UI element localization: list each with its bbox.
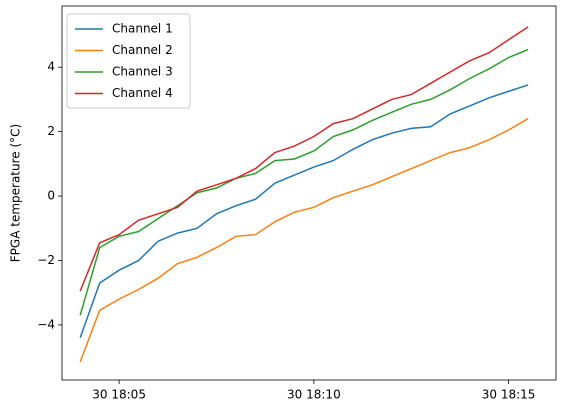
- series-line: [79, 26, 529, 292]
- y-tick-label: −2: [37, 253, 55, 267]
- legend-label: Channel 2: [112, 43, 173, 57]
- legend-label: Channel 4: [112, 86, 173, 100]
- y-tick-label: 2: [47, 124, 55, 138]
- legend-box: [66, 13, 191, 109]
- x-tick-label: 30 18:05: [92, 388, 146, 402]
- series-line: [79, 118, 529, 363]
- y-tick-label: 0: [47, 189, 55, 203]
- legend-label: Channel 3: [112, 65, 173, 79]
- y-tick-label: −4: [37, 317, 55, 331]
- y-tick-label: 4: [47, 60, 55, 74]
- legend-label: Channel 1: [112, 22, 173, 36]
- y-axis-label: FPGA temperature (°C): [9, 124, 23, 262]
- plot-frame: [61, 5, 557, 381]
- series-line: [79, 84, 529, 339]
- x-tick-label: 30 18:15: [482, 388, 536, 402]
- series-line: [79, 48, 529, 316]
- x-tick-label: 30 18:10: [287, 388, 341, 402]
